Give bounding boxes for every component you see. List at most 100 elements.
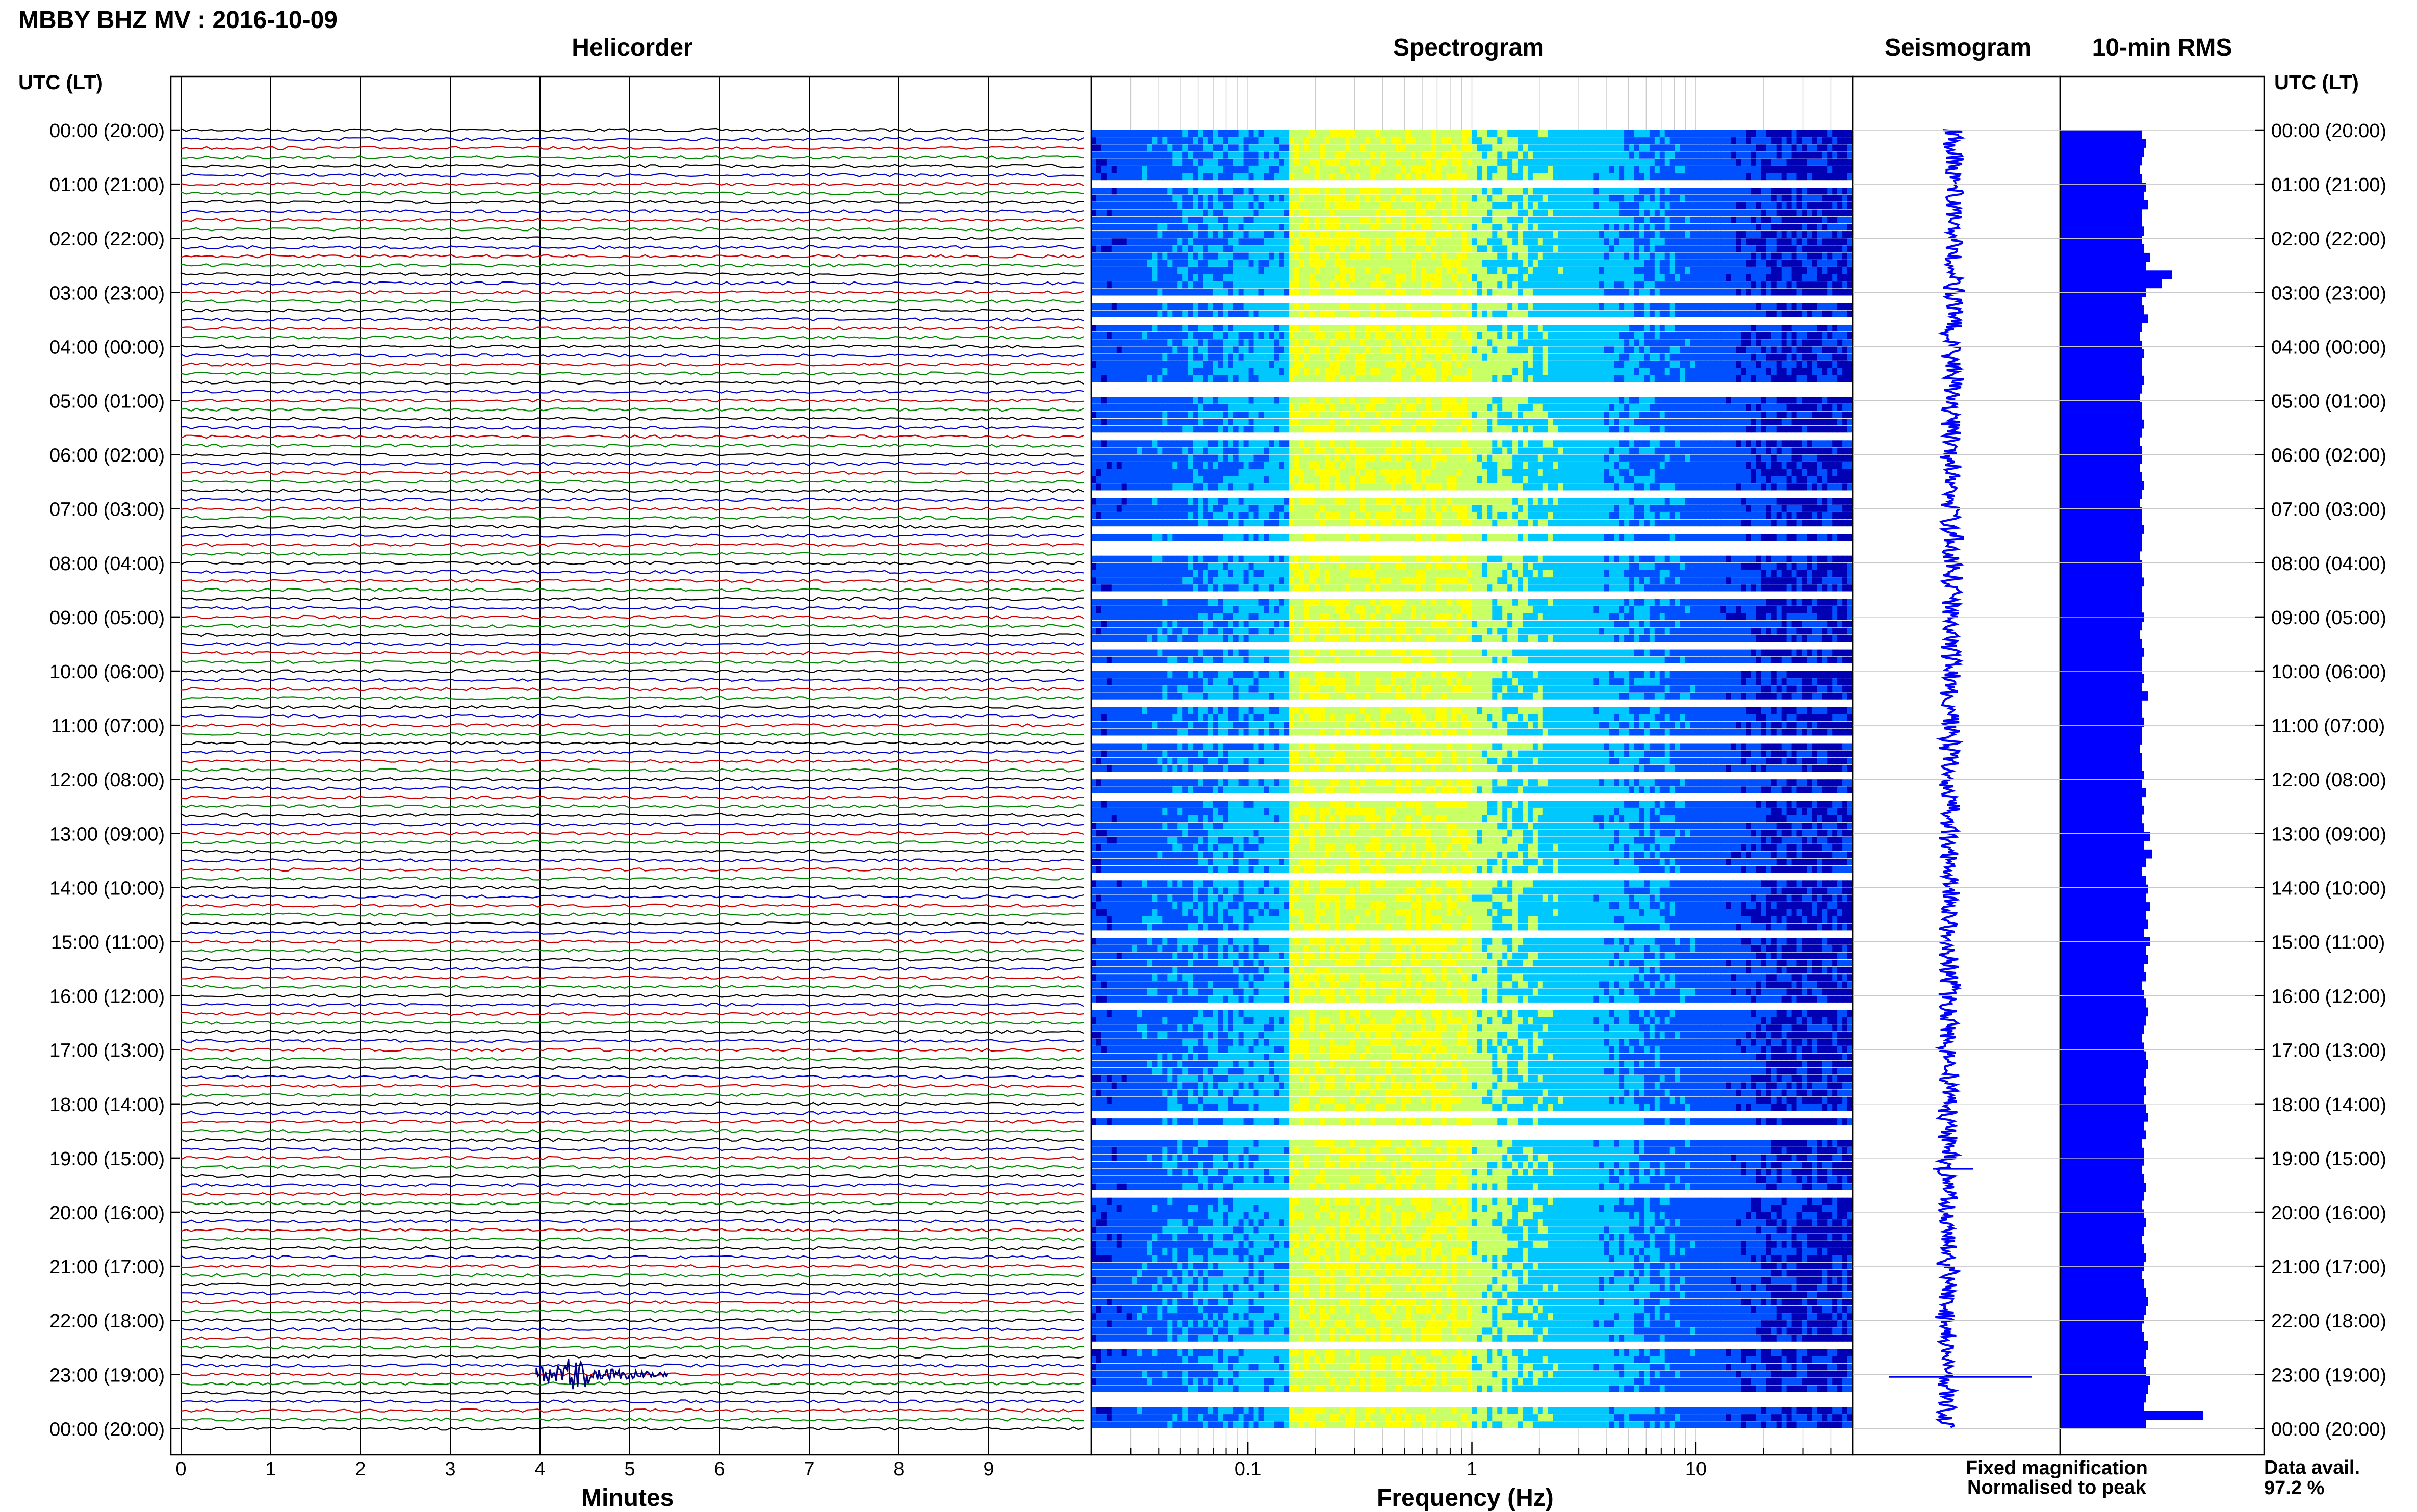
helicorder-trace (181, 1039, 1084, 1042)
spectrogram-cell (1756, 210, 1762, 216)
spectrogram-cell (1416, 144, 1422, 151)
spectrogram-cell (1462, 210, 1468, 216)
spectrogram-cell (1213, 202, 1219, 209)
spectrogram-cell (1715, 274, 1721, 281)
spectrogram-cell (1279, 303, 1284, 310)
spectrogram-cell (1756, 224, 1762, 230)
spectrogram-cell (1741, 303, 1746, 310)
spectrogram-cell (1284, 217, 1290, 223)
spectrogram-cell (1259, 166, 1265, 173)
spectrogram-cell (1715, 210, 1721, 216)
spectrogram-cell (1792, 332, 1797, 339)
spectrogram-cell (1807, 361, 1812, 368)
spectrogram-cell (1182, 188, 1188, 194)
spectrogram-cell (1670, 245, 1676, 252)
spectrogram-cell (1569, 195, 1574, 201)
spectrogram-cell (1487, 173, 1493, 180)
spectrogram-cell (1162, 311, 1168, 317)
spectrogram-cell (1797, 303, 1803, 310)
spectrogram-cell (1177, 311, 1183, 317)
spectrogram-cell (1325, 231, 1330, 238)
spectrogram-cell (1132, 245, 1138, 252)
spectrogram-cell (1482, 274, 1487, 281)
spectrogram-cell (1177, 267, 1183, 274)
spectrogram-cell (1350, 202, 1356, 209)
spectrogram-cell (1599, 202, 1604, 209)
spectrogram-cell (1452, 260, 1457, 267)
spectrogram-cell (1330, 151, 1335, 158)
spectrogram-cell (1132, 339, 1138, 346)
spectrogram-cell (1634, 166, 1640, 173)
spectrogram-cell (1609, 159, 1614, 166)
spectrogram-cell (1665, 289, 1670, 295)
spectrogram-cell (1842, 130, 1848, 137)
spectrogram-cell (1142, 375, 1148, 382)
spectrogram-cell (1411, 144, 1417, 151)
spectrogram-cell (1624, 144, 1630, 151)
spectrogram-cell (1650, 311, 1655, 317)
spectrogram-cell (1279, 188, 1284, 194)
helicorder-trace (181, 760, 1084, 763)
spectrogram-cell (1655, 130, 1660, 137)
spectrogram-cell (1091, 303, 1097, 310)
spectrogram-cell (1777, 339, 1782, 346)
spectrogram-cell (1452, 166, 1457, 173)
spectrogram-cell (1675, 159, 1681, 166)
spectrogram-cell (1528, 267, 1533, 274)
spectrogram-cell (1563, 303, 1569, 310)
spectrogram-cell (1325, 210, 1330, 216)
helicorder-trace (181, 255, 1084, 258)
helicorder-trace (181, 381, 1084, 384)
spectrogram-cell (1533, 224, 1538, 230)
spectrogram-cell (1096, 231, 1102, 238)
spectrogram-cell (1375, 354, 1381, 361)
spectrogram-cell (1715, 137, 1721, 144)
spectrogram-cell (1563, 173, 1569, 180)
spectrogram-cell (1715, 339, 1721, 346)
spectrogram-cell (1182, 151, 1188, 158)
spectrogram-cell (1152, 368, 1158, 375)
spectrogram-cell (1122, 195, 1127, 201)
spectrogram-cell (1548, 311, 1554, 317)
spectrogram-cell (1091, 224, 1097, 230)
spectrogram-cell (1680, 238, 1686, 245)
spectrogram-cell (1244, 260, 1249, 267)
helicorder-trace (181, 660, 1084, 663)
spectrogram-cell (1807, 332, 1812, 339)
spectrogram-cell (1782, 231, 1787, 238)
spectrogram-cell (1096, 289, 1102, 295)
spectrogram-cell (1269, 325, 1274, 331)
spectrogram-cell (1523, 260, 1528, 267)
spectrogram-cell (1193, 202, 1198, 209)
spectrogram-cell (1223, 397, 1229, 403)
spectrogram-cell (1335, 332, 1341, 339)
spectrogram-cell (1370, 159, 1376, 166)
spectrogram-cell (1741, 144, 1746, 151)
spectrogram-cell (1244, 166, 1249, 173)
spectrogram-cell (1340, 368, 1346, 375)
spectrogram-cell (1436, 159, 1442, 166)
spectrogram-cell (1569, 361, 1574, 368)
spectrogram-cell (1325, 151, 1330, 158)
spectrogram-cell (1416, 281, 1422, 288)
spectrogram-cell (1355, 339, 1361, 346)
spectrogram-cell (1624, 368, 1630, 375)
spectrogram-cell (1817, 303, 1822, 310)
spectrogram-cell (1385, 195, 1391, 201)
spectrogram-cell (1502, 354, 1508, 361)
spectrogram-cell (1675, 144, 1681, 151)
spectrogram-cell (1436, 202, 1442, 209)
spectrogram-cell (1233, 144, 1239, 151)
spectrogram-cell (1457, 303, 1462, 310)
spectrogram-cell (1269, 210, 1274, 216)
spectrogram-cell (1142, 289, 1148, 295)
spectrogram-cell (1842, 245, 1848, 252)
spectrogram-cell (1538, 339, 1544, 346)
spectrogram-cell (1720, 253, 1726, 260)
spectrogram-cell (1244, 346, 1249, 353)
spectrogram-cell (1335, 368, 1341, 375)
spectrogram-cell (1177, 188, 1183, 194)
spectrogram-cell (1700, 224, 1706, 230)
spectrogram-cell (1741, 332, 1746, 339)
spectrogram-cell (1802, 267, 1808, 274)
